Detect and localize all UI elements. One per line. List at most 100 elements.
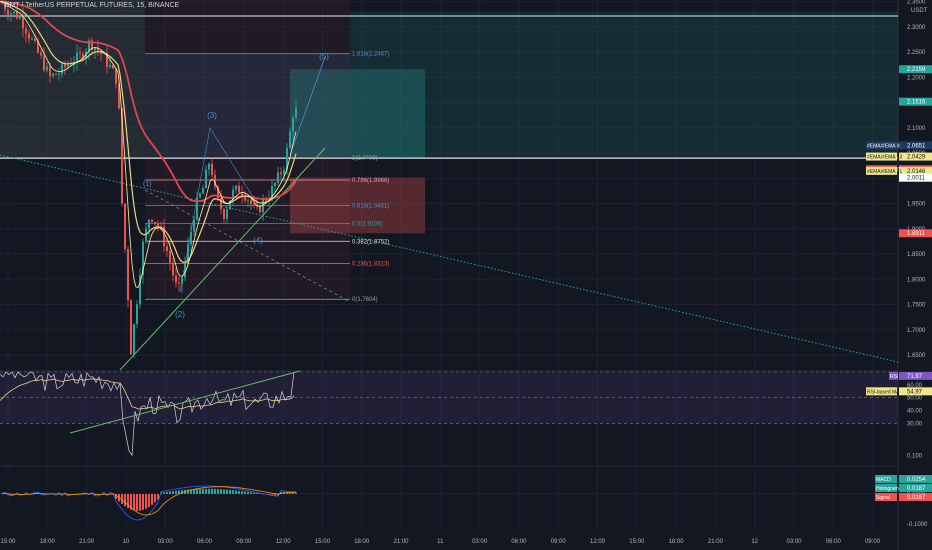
fib-level-label: 1.618(2.2467): [352, 52, 389, 58]
macd-histogram-bar: [277, 494, 279, 496]
time-tick-label: 09:00: [551, 539, 567, 545]
macd-histogram-bar: [127, 494, 129, 509]
ema-legend-label: #EMA/#EMA 13: [867, 155, 903, 161]
price-tick-label: 1.8500: [907, 252, 926, 258]
macd-value-badge: [899, 475, 932, 483]
macd-tick-label: -0.1000: [907, 522, 928, 528]
macd-histogram-bar: [247, 491, 249, 494]
macd-histogram-bar: [115, 494, 117, 499]
candle-body: [10, 13, 12, 15]
ema-legend-label: #EMA/#EMA 21: [867, 169, 903, 175]
time-tick-label: 09:00: [865, 539, 881, 545]
candle-body: [79, 52, 81, 54]
candle-body: [145, 228, 147, 242]
candle-body: [244, 195, 246, 201]
fib-zone: [145, 0, 350, 300]
macd-histogram-bar: [274, 494, 276, 496]
candle-body: [178, 282, 180, 284]
macd-value-label: 0.0167: [907, 495, 926, 501]
candle-body: [16, 11, 18, 19]
candle-body: [187, 244, 189, 263]
time-tick-label: 15:00: [0, 539, 16, 545]
candle-body: [169, 250, 171, 263]
macd-histogram-bar: [175, 490, 177, 494]
candle-body: [166, 246, 168, 251]
dotted-trendline: [0, 154, 899, 363]
symbol-title: GMT / TetherUS PERPETUAL FUTURES, 15, BI…: [4, 2, 180, 9]
price-marker: [899, 152, 932, 161]
price-tick-label: 2.1000: [907, 126, 926, 132]
macd-name-label: Histogram: [876, 486, 899, 492]
candle-body: [124, 203, 126, 250]
candle-body: [241, 192, 243, 196]
time-tick-label: 03:00: [158, 539, 174, 545]
elliott-wave-label: (2): [175, 310, 185, 319]
price-marker: [899, 141, 932, 150]
candle-body: [277, 172, 279, 183]
fib-level-label: 0.5(1.9106): [352, 221, 383, 227]
macd-histogram-bar: [271, 494, 273, 495]
macd-histogram-bar: [202, 488, 204, 494]
candle-body: [49, 66, 51, 76]
candle-body: [202, 188, 204, 194]
candle-body: [142, 241, 144, 276]
candle-body: [157, 223, 159, 227]
price-tick-label: 1.9500: [907, 202, 926, 208]
candle-body: [22, 15, 24, 29]
candle-body: [196, 197, 198, 220]
candle-body: [97, 47, 99, 51]
macd-histogram-bar: [154, 494, 156, 503]
candle-body: [172, 262, 174, 276]
candle-body: [232, 189, 234, 201]
candle-body: [109, 65, 111, 67]
macd-histogram-bar: [211, 488, 213, 494]
macd-histogram-bar: [148, 494, 150, 507]
ascending-trendline: [119, 147, 326, 371]
candle-body: [193, 219, 195, 232]
rsi-ma-line: [0, 378, 295, 410]
rsi-ma-name-label: RSI-based MA: [867, 389, 900, 395]
wave-connector: [209, 127, 259, 206]
candle-body: [265, 199, 267, 202]
macd-histogram-bar: [172, 491, 174, 494]
candle-body: [154, 221, 156, 224]
macd-histogram-bar: [205, 488, 207, 494]
candle-body: [34, 38, 36, 41]
rsi-value-label: 71.97: [907, 374, 923, 380]
candle-body: [160, 226, 162, 228]
candle-body: [94, 47, 96, 51]
macd-histogram-bar: [103, 492, 105, 494]
candle-body: [280, 172, 282, 174]
rsi-trendline: [69, 370, 301, 434]
rsi-tick-label: 40.00: [907, 409, 923, 415]
macd-histogram-bar: [289, 492, 291, 494]
price-marker: [899, 229, 932, 238]
candle-body: [190, 231, 192, 245]
macd-histogram-bar: [256, 493, 258, 494]
candle-body: [247, 200, 249, 202]
candle-body: [4, 3, 6, 10]
macd-histogram-bar: [16, 493, 18, 494]
candle-body: [229, 200, 231, 210]
macd-histogram-bar: [253, 492, 255, 494]
candle-body: [58, 73, 60, 75]
candle-body: [64, 64, 66, 68]
candle-body: [292, 117, 294, 132]
macd-histogram-bar: [94, 494, 96, 496]
macd-value-label: 0.0187: [907, 486, 926, 492]
ema-13-line: [0, 1, 297, 288]
time-tick-label: 18:00: [669, 539, 685, 545]
time-tick-label: 21:00: [708, 539, 724, 545]
candle-body: [136, 304, 138, 325]
candle-body: [271, 185, 273, 199]
ema-legend-badge: [866, 141, 897, 150]
macd-histogram-bar: [226, 489, 228, 494]
time-tick-label: 11: [437, 539, 444, 545]
candle-body: [220, 198, 222, 209]
candle-body: [52, 73, 54, 76]
candle-body: [118, 83, 120, 109]
macd-histogram-bar: [163, 492, 165, 494]
macd-histogram-bar: [280, 491, 282, 494]
candle-body: [82, 53, 84, 59]
